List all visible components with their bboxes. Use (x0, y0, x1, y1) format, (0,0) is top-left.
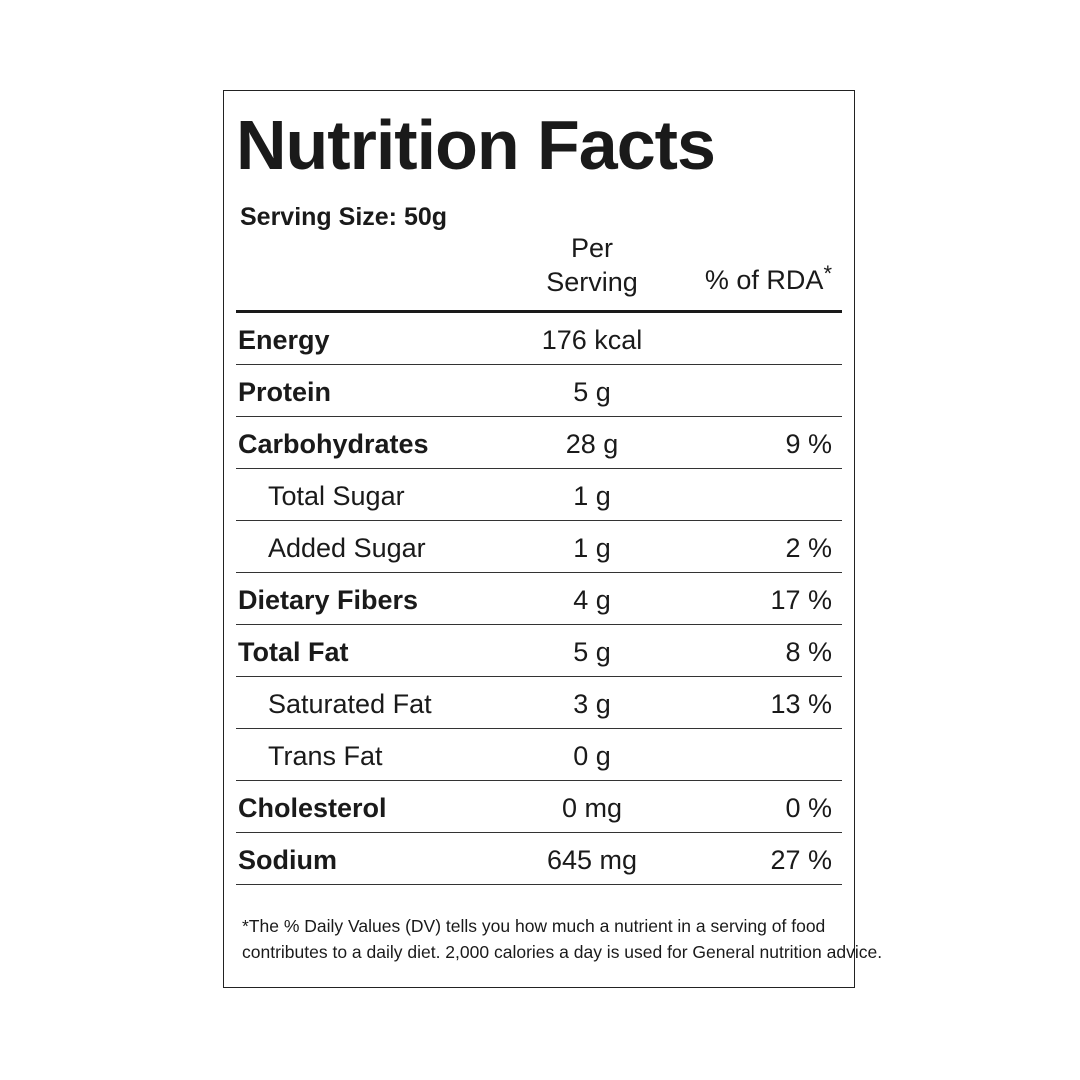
rows: Energy 176 kcal Protein 5 g Carbohydrates 28 … (236, 313, 842, 885)
footnote-line: contributes to a daily diet. 2,000 calor… (242, 942, 883, 962)
nutrient-row: Total Sugar 1 g (236, 469, 842, 521)
nutrient-name: Total Fat (238, 637, 349, 667)
nutrient-row: Protein 5 g (236, 365, 842, 417)
nutrient-name: Energy (238, 325, 330, 355)
nutrient-row: Cholesterol 0 mg 0 % (236, 781, 842, 833)
amount: 645 mg (546, 845, 638, 875)
rda-value: 17 % (770, 585, 832, 615)
footnote: *The % Daily Values (DV) tells you how m… (242, 913, 882, 965)
nutrient-name: Carbohydrates (238, 429, 429, 459)
per-serving-header: Per Serving (524, 231, 660, 299)
nutrient-row: Dietary Fibers 4 g 17 % (236, 573, 842, 625)
nutrient-row: Sodium 645 mg 27 % (236, 833, 842, 885)
rda-value: 13 % (770, 689, 832, 719)
amount: 1 g (573, 533, 611, 563)
nutrient-row: Total Fat 5 g 8 % (236, 625, 842, 677)
amount: 4 g (573, 585, 611, 615)
nutrient-row: Saturated Fat 3 g 13 % (236, 677, 842, 729)
title: Nutrition Facts (236, 106, 716, 184)
amount: 0 g (573, 741, 611, 771)
nutrient-row: Added Sugar 1 g 2 % (236, 521, 842, 573)
nutrient-name: Saturated Fat (268, 689, 432, 719)
nutrient-name: Trans Fat (268, 741, 383, 771)
rda-header: % of RDA* (704, 261, 832, 296)
nutrient-name: Dietary Fibers (238, 585, 419, 615)
rda-value: 9 % (785, 429, 832, 459)
rda-value: 0 % (785, 793, 832, 823)
rda-text: % of RDA (704, 265, 824, 295)
rda-mark: * (823, 261, 832, 286)
nutrient-name: Cholesterol (238, 793, 387, 823)
nutrient-name: Protein (238, 377, 332, 407)
nutrient-row: Energy 176 kcal (236, 313, 842, 365)
footnote-line: *The % Daily Values (DV) tells you how m… (242, 916, 826, 936)
nutrient-name: Added Sugar (268, 533, 426, 563)
divider (236, 310, 842, 313)
amount: 176 kcal (541, 325, 643, 355)
rda-value: 8 % (785, 637, 832, 667)
amount: 1 g (573, 481, 611, 511)
nutrition-label: Nutrition Facts Serving Size: 50g Per Se… (223, 90, 882, 988)
amount: 28 g (565, 429, 619, 459)
amount: 3 g (573, 689, 611, 719)
nutrient-name: Total Sugar (268, 481, 405, 511)
header-line: Serving (546, 267, 638, 297)
nutrient-row: Carbohydrates 28 g 9 % (236, 417, 842, 469)
amount: 5 g (573, 637, 611, 667)
rda-value: 2 % (785, 533, 832, 563)
rda-value: 27 % (770, 845, 832, 875)
nutrient-row: Trans Fat 0 g (236, 729, 842, 781)
nutrient-name: Sodium (238, 845, 337, 875)
amount: 0 mg (561, 793, 623, 823)
serving-size: Serving Size: 50g (240, 203, 448, 231)
header-line: Per (570, 233, 614, 263)
amount: 5 g (573, 377, 611, 407)
